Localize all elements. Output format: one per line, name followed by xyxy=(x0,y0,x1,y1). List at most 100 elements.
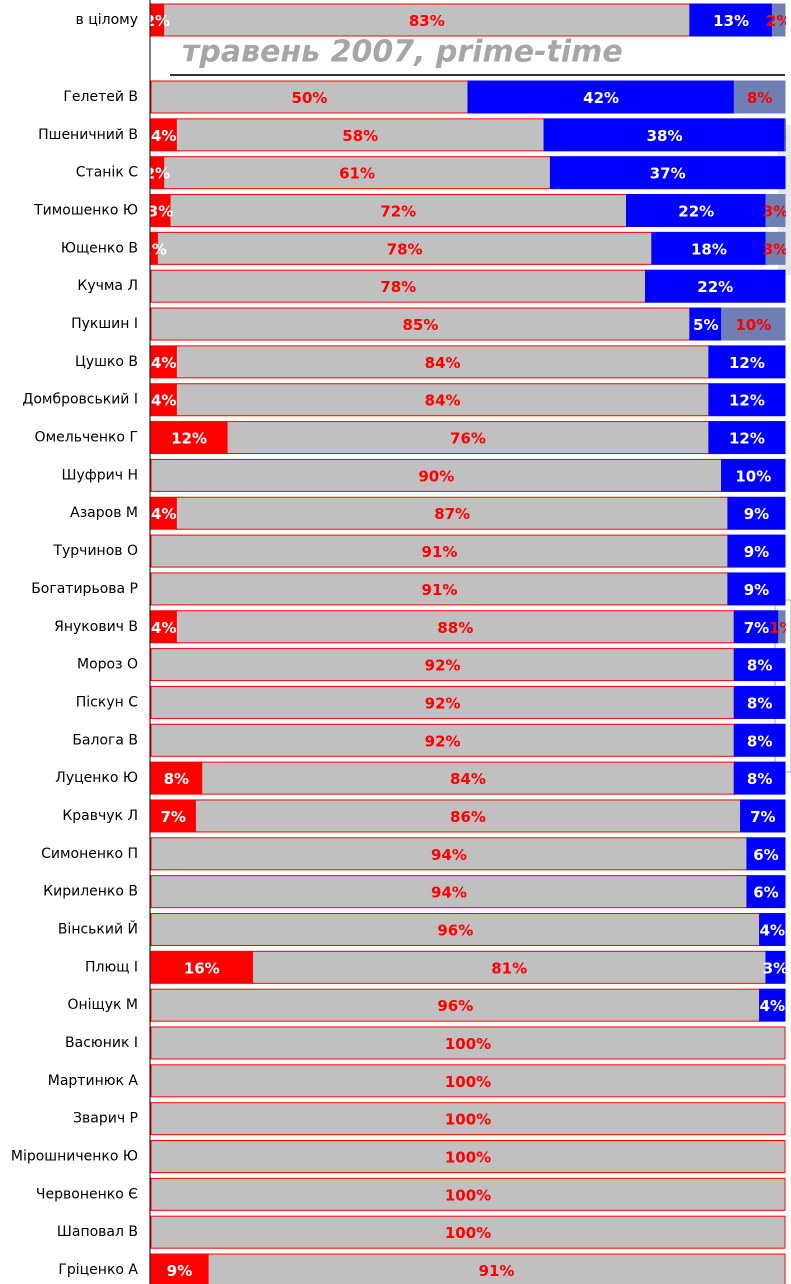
bar-segment xyxy=(175,118,545,152)
bar-segment xyxy=(543,118,786,152)
category-label: в цілому xyxy=(76,12,138,28)
value-label: 7% xyxy=(744,619,769,637)
value-label: 72% xyxy=(380,203,416,221)
value-label: 100% xyxy=(445,1035,491,1053)
value-label: 83% xyxy=(409,12,445,30)
bar-segment xyxy=(150,912,761,946)
bar-segment xyxy=(746,837,786,871)
bar-segment xyxy=(150,837,748,871)
value-label: 8% xyxy=(164,770,189,788)
category-label: Гелетей В xyxy=(63,89,138,105)
value-label: 94% xyxy=(431,846,467,864)
bar-segment xyxy=(150,1026,786,1060)
value-label: 9% xyxy=(744,543,769,561)
bar-segment xyxy=(150,1140,786,1174)
bar-segment xyxy=(689,3,773,37)
value-label: 38% xyxy=(647,127,683,145)
category-label: Зварич Р xyxy=(73,1111,138,1127)
value-label: 8% xyxy=(747,732,772,750)
category-label: Мірошниченко Ю xyxy=(11,1149,138,1165)
category-label: Станік С xyxy=(76,165,138,181)
bar-segment xyxy=(771,3,786,37)
bar-segment xyxy=(150,572,729,606)
bar-segment xyxy=(733,80,786,114)
bar-segment xyxy=(467,80,735,114)
plot-area: 2% 83% 13% 2% 50% 42% 8% 4% 58% 38% 4% 2% 61% 37% 3% 72… xyxy=(145,3,788,1284)
value-label: 4% xyxy=(760,921,785,939)
bar-segment xyxy=(727,534,786,568)
value-label: 37% xyxy=(650,165,686,183)
bar-segment xyxy=(150,875,748,909)
value-label: 84% xyxy=(425,392,461,410)
category-label: Ющенко В xyxy=(61,240,138,256)
value-label: 88% xyxy=(437,619,473,637)
value-label: 22% xyxy=(697,278,733,296)
value-label: 96% xyxy=(437,997,473,1015)
value-label: 16% xyxy=(184,959,220,977)
bar-segment xyxy=(163,3,691,37)
value-label: 2% xyxy=(145,165,170,183)
value-label: 100% xyxy=(445,1186,491,1204)
bar-segment xyxy=(150,345,177,379)
value-label: 10% xyxy=(735,467,771,485)
value-label: 96% xyxy=(437,921,473,939)
bar-segment xyxy=(194,799,742,833)
value-label: 6% xyxy=(753,884,778,902)
bar-segment xyxy=(733,723,786,757)
value-label: 100% xyxy=(445,1224,491,1242)
value-label: 90% xyxy=(418,467,454,485)
value-label: 9% xyxy=(744,581,769,599)
category-label: Янукович В xyxy=(54,619,138,635)
bar-segment xyxy=(727,572,786,606)
value-label: 91% xyxy=(422,581,458,599)
bar-segment xyxy=(150,421,228,455)
value-label: 3% xyxy=(148,203,173,221)
value-label: 12% xyxy=(729,392,765,410)
bar-segment xyxy=(175,345,710,379)
value-label: 7% xyxy=(750,808,775,826)
bar-segment xyxy=(740,799,786,833)
value-label: 84% xyxy=(450,770,486,788)
value-label: 4% xyxy=(151,505,176,523)
bar-segment xyxy=(150,950,253,984)
value-label: 12% xyxy=(729,430,765,448)
value-label: 22% xyxy=(678,203,714,221)
category-label: Червоненко Є xyxy=(36,1186,138,1202)
value-label: 4% xyxy=(151,392,176,410)
value-label: 4% xyxy=(151,619,176,637)
value-label: 100% xyxy=(445,1073,491,1091)
value-label: 86% xyxy=(450,808,486,826)
bar-segment xyxy=(156,231,653,265)
value-label: 85% xyxy=(402,316,438,334)
bar-segment xyxy=(150,80,469,114)
bar-segment xyxy=(733,648,786,682)
bar-segment xyxy=(175,610,735,644)
bar-segment xyxy=(150,761,203,795)
bar-segment xyxy=(150,610,177,644)
category-label: Богатирьова Р xyxy=(31,581,138,597)
title-box xyxy=(151,40,785,74)
bar-segment xyxy=(645,269,786,303)
category-label: Шуфрич Н xyxy=(62,467,138,483)
value-label: 42% xyxy=(583,89,619,107)
category-label: Турчинов О xyxy=(52,543,138,559)
bar-segment xyxy=(163,156,551,190)
bar-segment xyxy=(721,307,786,341)
value-label: 81% xyxy=(491,959,527,977)
bar-segment xyxy=(708,345,786,379)
category-label: Пшеничний В xyxy=(38,127,138,143)
category-label: Пукшин І xyxy=(71,316,138,332)
bar-segment xyxy=(651,231,767,265)
category-label: Домбровський І xyxy=(22,392,138,408)
chart-title: травень 2007, prime-time xyxy=(182,35,623,70)
bar-segment xyxy=(778,610,786,644)
bar-segment xyxy=(201,761,735,795)
bar-segment xyxy=(175,496,729,530)
bar-segment xyxy=(721,458,786,492)
category-label: Кириленко В xyxy=(43,884,138,900)
bar-segment xyxy=(150,1064,786,1098)
value-label: 92% xyxy=(425,732,461,750)
value-label: 3% xyxy=(763,203,788,221)
value-label: 4% xyxy=(151,127,176,145)
category-label: Гріценко А xyxy=(58,1262,138,1278)
